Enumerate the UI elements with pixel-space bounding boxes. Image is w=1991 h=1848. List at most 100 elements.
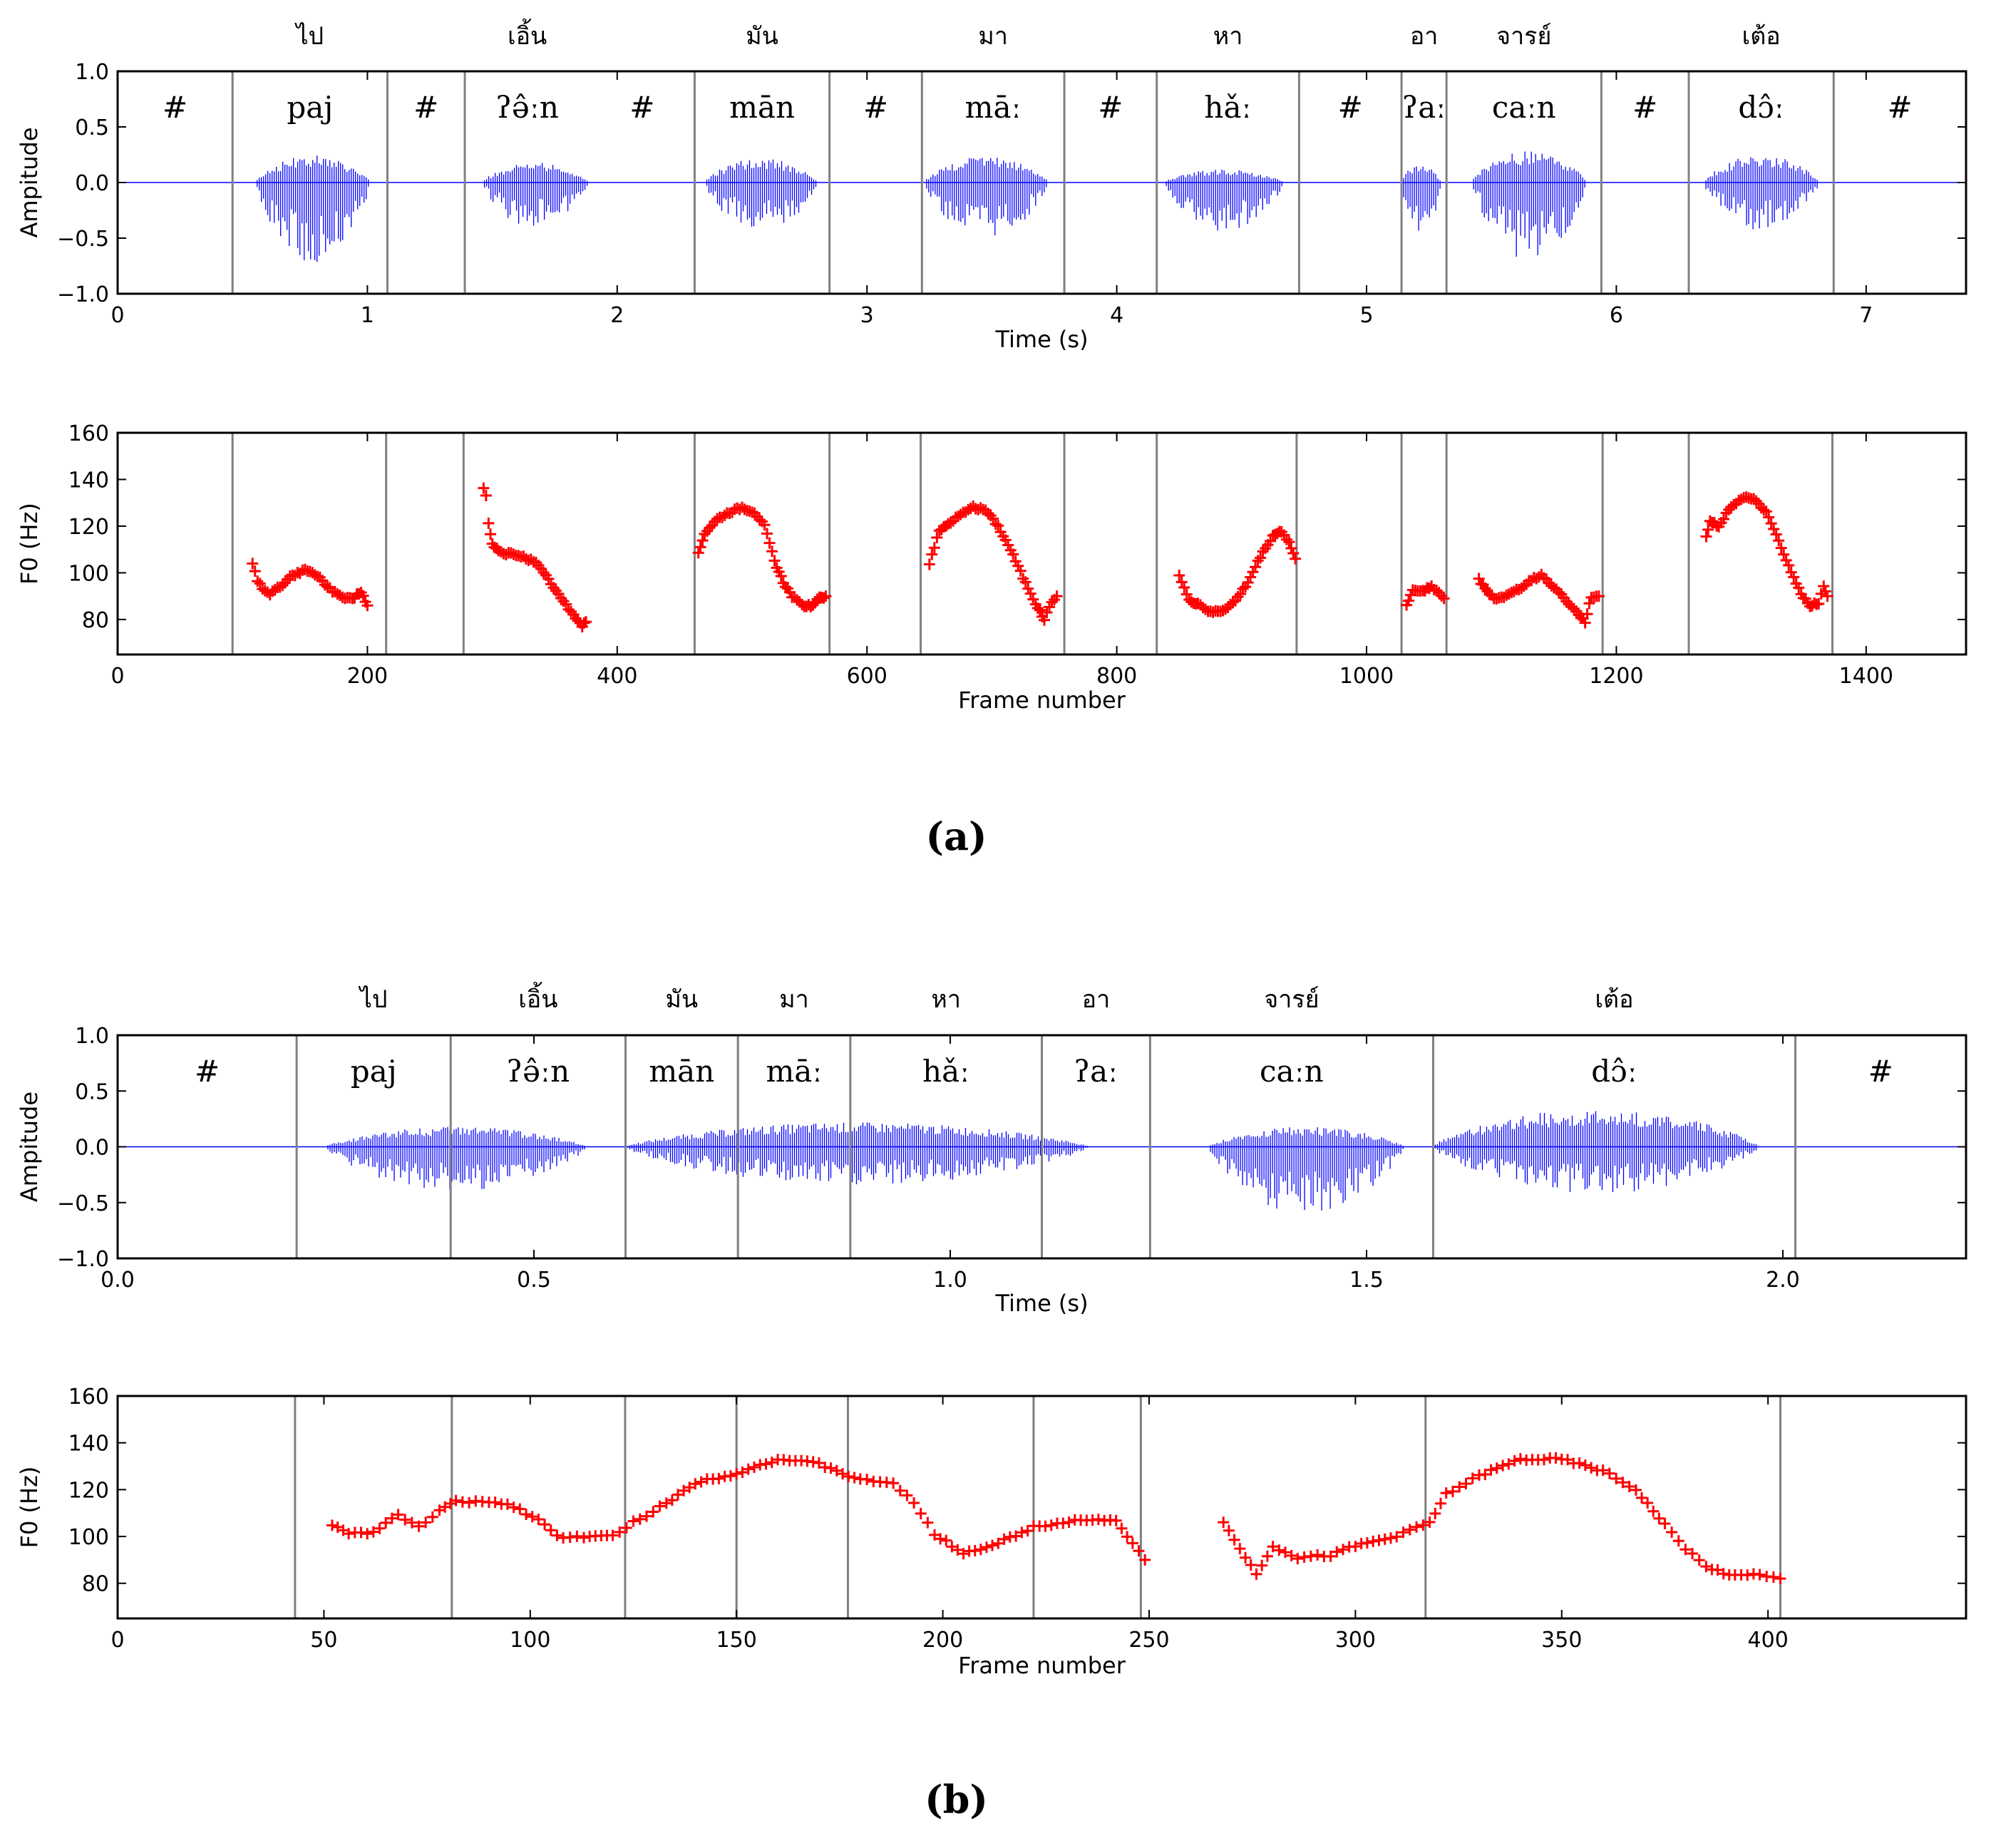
f0-point	[736, 1467, 748, 1479]
waveform-trace	[706, 159, 817, 227]
f0-point	[514, 1503, 526, 1515]
f0-point	[1630, 1484, 1642, 1496]
f0-point	[374, 1522, 386, 1534]
f0-point	[1778, 548, 1790, 560]
f0-point	[634, 1513, 646, 1525]
waveform-voiced-region	[327, 1126, 585, 1190]
f0-point	[1397, 1526, 1409, 1539]
waveform-ytick-label: −0.5	[57, 1191, 109, 1216]
waveform-trace	[1705, 157, 1818, 230]
f0-point	[928, 542, 940, 554]
f0-point	[1717, 1568, 1729, 1580]
waveform-xtick-label: 2	[610, 303, 624, 328]
pause-label: #	[1868, 1054, 1893, 1089]
thai-word-label: มา	[779, 985, 809, 1014]
waveform-ytick-label: −1.0	[57, 1247, 109, 1272]
f0-point	[1247, 566, 1259, 578]
f0-point	[1133, 1545, 1145, 1557]
thai-word-label: อา	[1410, 22, 1439, 51]
waveform-trace	[483, 163, 588, 226]
f0-point	[1227, 596, 1239, 608]
f0-point	[1180, 588, 1193, 600]
f0-point	[1324, 1550, 1337, 1562]
waveform-ytick-label: −1.0	[57, 282, 109, 307]
f0-point	[508, 548, 520, 560]
f0-point	[1223, 1524, 1235, 1536]
f0-point	[830, 1464, 843, 1477]
f0-point	[1057, 1517, 1069, 1529]
f0-point	[1290, 553, 1302, 565]
f0-point	[1687, 1547, 1699, 1559]
waveform-xtick-label: 0.0	[101, 1268, 135, 1293]
f0-point	[1693, 1554, 1705, 1566]
waveform-xtick-label: 3	[860, 303, 874, 328]
f0-point	[1039, 614, 1050, 626]
f0-point	[1436, 590, 1448, 602]
f0-chart: 0 50 100 150 200 250 300 350 400 160 140 120 100 80 Fr…	[16, 1385, 1967, 1679]
pause-label: #	[1098, 90, 1123, 125]
f0-point	[483, 517, 495, 529]
waveform-voiced-region	[1403, 166, 1441, 231]
f0-point	[501, 1498, 513, 1510]
f0-point	[478, 482, 490, 494]
f0-ytick-label: 120	[68, 515, 109, 540]
waveform-xlabel: Time (s)	[994, 326, 1088, 353]
f0-point	[837, 1468, 849, 1480]
f0-point	[1424, 1516, 1436, 1528]
waveform-voiced-region	[1473, 151, 1585, 257]
syllable-label: caːn	[1492, 90, 1556, 125]
f0-point	[1642, 1497, 1654, 1509]
f0-point	[571, 1530, 583, 1542]
f0-point	[1022, 1525, 1034, 1537]
waveform-xtick-label: 2.0	[1766, 1268, 1800, 1293]
f0-point	[1514, 1453, 1526, 1465]
f0-point	[1110, 1514, 1122, 1526]
thai-word-label: จารย์	[1496, 22, 1551, 51]
f0-point	[1503, 1458, 1515, 1470]
f0-point	[1568, 602, 1580, 615]
f0-xtick-label: 150	[716, 1628, 757, 1653]
f0-point	[1702, 523, 1714, 535]
f0-contour	[478, 482, 592, 632]
f0-xtick-label: 600	[847, 664, 888, 689]
f0-ytick-label: 140	[68, 1432, 109, 1457]
f0-point	[1783, 559, 1795, 571]
f0-point	[1793, 582, 1805, 594]
f0-point	[1821, 590, 1833, 602]
f0-contour	[247, 558, 374, 612]
f0-point	[1774, 1573, 1786, 1585]
f0-point	[1438, 592, 1450, 605]
f0-point	[1538, 572, 1550, 584]
f0-point	[1265, 535, 1277, 547]
waveform-voiced-region	[1434, 1111, 1759, 1192]
f0-point	[1765, 518, 1777, 530]
f0-point	[1245, 571, 1257, 583]
f0-point	[1027, 593, 1039, 605]
waveform-trace	[1166, 170, 1282, 231]
syllable-label: dɔ̂ː	[1738, 90, 1784, 125]
f0-point	[1429, 1507, 1441, 1519]
f0-point	[1292, 1553, 1304, 1565]
f0-point	[1173, 569, 1185, 581]
syllable-label: māː	[965, 90, 1022, 125]
f0-point	[758, 519, 771, 531]
f0-point	[484, 528, 496, 540]
f0-point	[1261, 1550, 1273, 1562]
f0-point	[1232, 590, 1244, 602]
f0-point	[931, 531, 943, 543]
f0-point	[1773, 535, 1785, 547]
waveform-voiced-region	[1705, 157, 1818, 230]
f0-point	[1446, 1485, 1458, 1497]
f0-point	[1280, 533, 1292, 545]
f0-ytick-label: 160	[68, 1385, 109, 1410]
f0-point	[1384, 1532, 1396, 1544]
pause-label: #	[1338, 90, 1363, 125]
f0-point	[807, 599, 819, 611]
f0-point	[551, 1529, 563, 1541]
f0-point	[929, 1529, 941, 1541]
f0-contour	[1173, 525, 1302, 618]
f0-point	[406, 1516, 418, 1529]
f0-point	[999, 534, 1012, 546]
f0-point	[1718, 513, 1730, 525]
